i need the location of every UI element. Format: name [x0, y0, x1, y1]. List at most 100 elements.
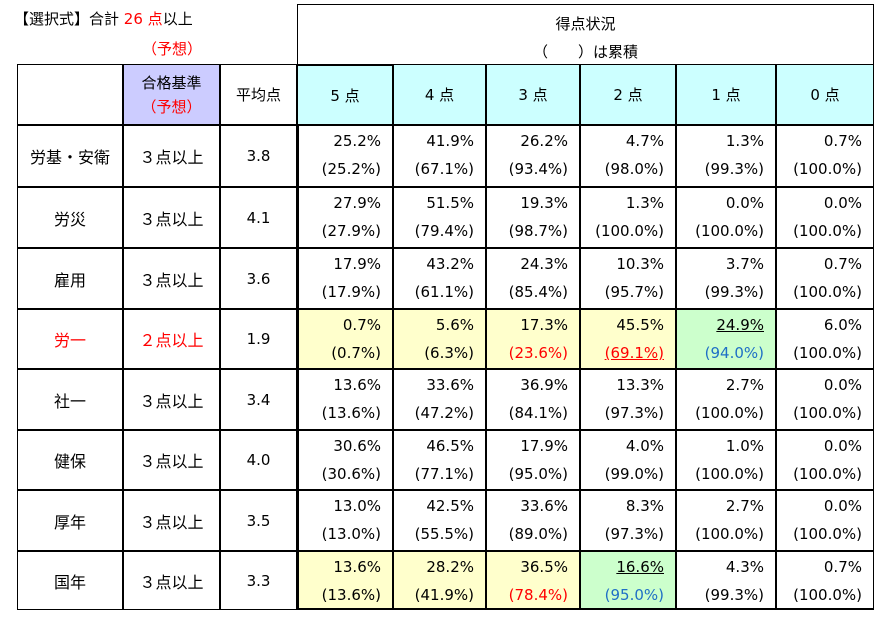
score-cumulative: (97.3%): [604, 525, 664, 543]
score-percent: 51.5%: [426, 194, 474, 212]
score-cell: 0.0% (100.0%): [676, 187, 776, 248]
row-criteria: ３点以上: [123, 248, 220, 309]
score-cumulative: (100.0%): [695, 525, 764, 543]
score-cumulative: (100.0%): [793, 465, 862, 483]
score-percent: 4.3%: [725, 558, 764, 576]
score-cell: 33.6% (47.2%): [393, 369, 486, 430]
score-cumulative: (93.4%): [508, 160, 568, 178]
row-subject: 労一: [17, 309, 123, 369]
title-note: （予想）: [142, 40, 203, 58]
score-percent: 43.2%: [426, 255, 474, 273]
score-percent: 17.9%: [333, 255, 381, 273]
title-suffix-point: 点: [147, 10, 163, 28]
score-cumulative: (79.4%): [414, 222, 474, 240]
score-percent: 19.3%: [520, 194, 568, 212]
score-cell: 13.6% (13.6%): [297, 551, 393, 610]
score-percent: 24.9%: [716, 316, 764, 334]
row-subject: 労基・安衛: [17, 125, 123, 187]
score-cumulative: (100.0%): [793, 586, 862, 604]
score-cell: 17.9% (95.0%): [486, 430, 580, 490]
score-cumulative: (27.9%): [321, 222, 381, 240]
score-cell: 17.3% (23.6%): [486, 309, 580, 369]
score-cumulative: (78.4%): [508, 586, 568, 604]
row-subject: 厚年: [17, 490, 123, 551]
score-percent: 13.6%: [333, 376, 381, 394]
score-cumulative: (95.0%): [604, 586, 664, 604]
row-criteria: ２点以上: [123, 309, 220, 369]
score-percent: 28.2%: [426, 558, 474, 576]
score-percent: 5.6%: [435, 316, 474, 334]
score-cumulative: (30.6%): [321, 465, 381, 483]
score-cumulative: (85.4%): [508, 283, 568, 301]
score-percent: 10.3%: [616, 255, 664, 273]
score-cumulative: (84.1%): [508, 404, 568, 422]
score-percent: 0.0%: [725, 194, 764, 212]
score-cumulative: (100.0%): [793, 160, 862, 178]
score-percent: 13.0%: [333, 497, 381, 515]
score-cell: 13.0% (13.0%): [297, 490, 393, 551]
score-percent: 4.7%: [625, 132, 664, 150]
score-cell: 1.3% (100.0%): [580, 187, 676, 248]
score-cumulative: (41.9%): [414, 586, 474, 604]
score-cell: 42.5% (55.5%): [393, 490, 486, 551]
row-subject: 雇用: [17, 248, 123, 309]
row-average: 3.4: [220, 369, 297, 430]
score-cumulative: (98.0%): [604, 160, 664, 178]
row-average: 4.0: [220, 430, 297, 490]
criteria-header-line1: 合格基準: [141, 73, 202, 92]
row-average: 3.8: [220, 125, 297, 187]
score-percent: 0.0%: [823, 376, 862, 394]
score-percent: 0.7%: [823, 558, 862, 576]
score-percent: 2.7%: [725, 497, 764, 515]
score-cumulative: (13.0%): [321, 525, 381, 543]
score-percent: 0.7%: [823, 255, 862, 273]
row-average: 1.9: [220, 309, 297, 369]
score-percent: 36.9%: [520, 376, 568, 394]
score-cumulative: (69.1%): [604, 344, 664, 362]
score-percent: 1.3%: [725, 132, 764, 150]
row-subject: 国年: [17, 551, 123, 610]
score-column-header-3: 3 点: [486, 64, 580, 125]
score-cell: 4.3% (99.3%): [676, 551, 776, 610]
score-cumulative: (100.0%): [793, 525, 862, 543]
score-cell: 27.9% (27.9%): [297, 187, 393, 248]
score-cumulative: (94.0%): [704, 344, 764, 362]
score-cumulative: (77.1%): [414, 465, 474, 483]
score-cell: 0.0% (100.0%): [776, 187, 874, 248]
score-percent: 13.6%: [333, 558, 381, 576]
average-header: 平均点: [220, 64, 297, 125]
score-percent: 45.5%: [616, 316, 664, 334]
score-percent: 0.0%: [823, 194, 862, 212]
score-percent: 13.3%: [616, 376, 664, 394]
score-cumulative: (99.3%): [704, 586, 764, 604]
score-cell: 0.7% (100.0%): [776, 125, 874, 187]
row-subject: 労災: [17, 187, 123, 248]
score-cumulative: (61.1%): [414, 283, 474, 301]
score-cumulative: (95.0%): [508, 465, 568, 483]
score-percent: 33.6%: [426, 376, 474, 394]
score-cell: 2.7% (100.0%): [676, 369, 776, 430]
score-column-header-5: 5 点: [297, 64, 393, 125]
score-cell: 0.7% (0.7%): [297, 309, 393, 369]
row-criteria: ３点以上: [123, 369, 220, 430]
score-cell: 6.0% (100.0%): [776, 309, 874, 369]
score-cumulative: (100.0%): [695, 404, 764, 422]
score-header-note: （ ）は累積: [532, 43, 638, 61]
score-percent: 27.9%: [333, 194, 381, 212]
score-cell: 5.6% (6.3%): [393, 309, 486, 369]
score-cumulative: (0.7%): [331, 344, 381, 362]
score-cell: 26.2% (93.4%): [486, 125, 580, 187]
header-blank-cell: [17, 64, 123, 125]
score-cell: 4.7% (98.0%): [580, 125, 676, 187]
score-cumulative: (99.0%): [604, 465, 664, 483]
score-percent: 3.7%: [725, 255, 764, 273]
score-cell: 24.9% (94.0%): [676, 309, 776, 369]
score-cell: 51.5% (79.4%): [393, 187, 486, 248]
score-cell: 3.7% (99.3%): [676, 248, 776, 309]
score-cumulative: (6.3%): [424, 344, 474, 362]
score-column-header-0: 0 点: [776, 64, 874, 125]
score-cumulative: (100.0%): [793, 222, 862, 240]
score-percent: 0.0%: [823, 497, 862, 515]
score-cell: 24.3% (85.4%): [486, 248, 580, 309]
score-cumulative: (13.6%): [321, 586, 381, 604]
